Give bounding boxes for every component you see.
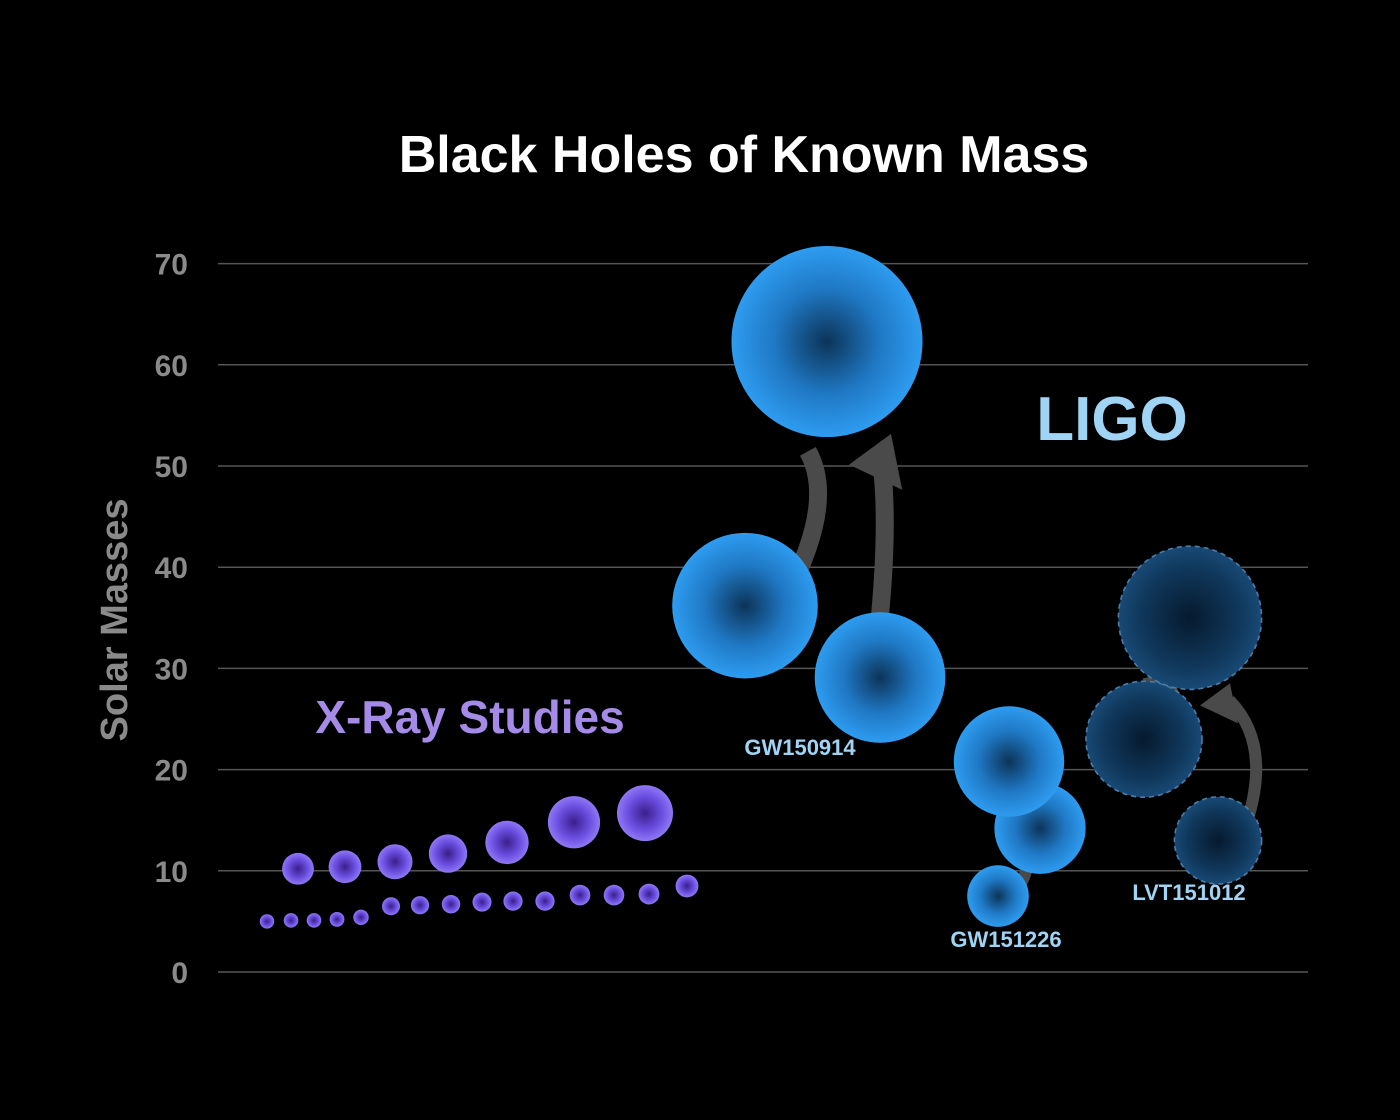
- ligo-progenitor-black-hole: [1085, 680, 1203, 799]
- ligo-progenitor-black-hole: [672, 532, 818, 679]
- arrow-head: [849, 433, 903, 490]
- ligo-final-black-hole: [731, 246, 923, 438]
- y-tick-label: 40: [155, 552, 188, 585]
- xray-black-hole: [535, 891, 555, 911]
- xray-black-hole: [377, 844, 413, 880]
- xray-black-hole: [282, 852, 314, 885]
- ligo-progenitor-black-hole: [1173, 796, 1263, 885]
- xray-black-hole: [306, 913, 322, 928]
- xray-black-hole: [638, 883, 660, 905]
- y-tick-label: 20: [155, 755, 188, 788]
- xray-black-hole: [603, 884, 625, 906]
- y-tick-label: 50: [155, 451, 188, 484]
- xray-black-hole: [485, 820, 529, 865]
- xray-black-hole: [675, 874, 699, 898]
- event-label-gw150914: GW150914: [744, 735, 856, 760]
- y-axis-label: Solar Masses: [94, 499, 136, 742]
- y-tick-label: 30: [155, 653, 188, 686]
- event-label-gw151226: GW151226: [950, 927, 1061, 952]
- y-tick-label: 0: [171, 957, 188, 990]
- xray-black-hole: [547, 796, 601, 849]
- y-tick-label: 60: [155, 350, 188, 383]
- ligo-final-black-hole: [1117, 545, 1263, 691]
- xray-black-hole: [428, 834, 468, 873]
- y-tick-label: 10: [155, 856, 188, 889]
- xray-black-hole: [410, 896, 430, 915]
- chart-title: Black Holes of Known Mass: [399, 126, 1090, 184]
- xray-black-hole: [382, 897, 400, 916]
- xray-studies-label: X-Ray Studies: [315, 691, 624, 743]
- xray-black-hole: [617, 785, 673, 842]
- xray-black-hole: [503, 891, 523, 911]
- xray-black-hole: [569, 884, 591, 906]
- xray-black-hole: [329, 911, 345, 927]
- y-tick-label: 70: [155, 249, 188, 282]
- xray-black-hole: [328, 850, 362, 884]
- xray-black-hole: [283, 913, 299, 928]
- xray-black-hole: [441, 894, 461, 914]
- xray-black-hole: [259, 914, 275, 929]
- xray-black-hole: [353, 909, 369, 926]
- ligo-final-black-hole: [953, 706, 1065, 817]
- event-label-lvt151012: LVT151012: [1132, 880, 1245, 905]
- ligo-label: LIGO: [1036, 385, 1188, 454]
- arrow-head: [1200, 683, 1238, 724]
- black-hole-marks: [259, 246, 1263, 929]
- ligo-progenitor-black-hole: [814, 612, 946, 743]
- ligo-progenitor-black-hole: [967, 865, 1029, 927]
- xray-black-hole: [472, 892, 492, 912]
